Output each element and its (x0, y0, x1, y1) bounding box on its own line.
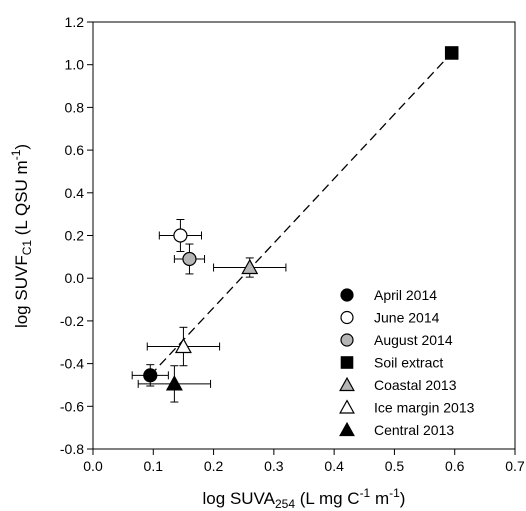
square-marker (444, 46, 459, 60)
legend-label: June 2014 (374, 310, 440, 326)
triangle-marker (339, 399, 355, 414)
legend: April 2014 June 2014 August 2014 Soil extra… (339, 287, 475, 438)
x-tick-label: 0.3 (264, 458, 284, 474)
circle-marker (340, 288, 354, 302)
legend-label: Central 2013 (374, 422, 454, 438)
y-tick-label: 0.8 (65, 99, 85, 115)
legend-item-ice-margin-2013: Ice margin 2013 (339, 399, 475, 416)
point-ice-margin-2013 (146, 326, 221, 367)
legend-item-april-2014: April 2014 (340, 287, 437, 303)
x-tick-label: 0.2 (204, 458, 224, 474)
legend-item-coastal-2013: Coastal 2013 (339, 376, 457, 393)
legend-item-central-2013: Central 2013 (339, 421, 454, 438)
point-central-2013 (137, 365, 212, 403)
y-tick-label: -0.2 (60, 313, 84, 329)
triangle-marker (174, 337, 192, 354)
y-tick-label: -0.6 (60, 398, 84, 414)
legend-label: Coastal 2013 (374, 377, 457, 393)
regression-line (149, 52, 453, 376)
x-tick-label: 0.1 (144, 458, 164, 474)
data-points (131, 46, 459, 403)
x-axis-title: log SUVA254 (L mg C-1 m-1) (203, 486, 406, 511)
point-june-2014 (158, 218, 203, 253)
legend-label: April 2014 (374, 287, 437, 303)
legend-label: Ice margin 2013 (374, 400, 475, 416)
fit-line-layer (149, 52, 453, 376)
triangle-marker (241, 258, 259, 275)
x-tick-label: 0.0 (83, 458, 103, 474)
y-tick-label: 1.0 (65, 57, 85, 73)
y-axis-ticks: -0.8 -0.6 -0.4 -0.2 0.0 0.2 0.4 0.6 0.8 1.0 1.2 (60, 14, 93, 457)
triangle-marker (165, 375, 183, 391)
y-tick-label: 0.0 (65, 270, 85, 286)
legend-item-soil-extract: Soil extract (340, 355, 443, 371)
triangle-marker (339, 376, 355, 392)
x-tick-label: 0.7 (505, 458, 525, 474)
y-tick-label: -0.8 (60, 441, 84, 457)
x-tick-label: 0.6 (445, 458, 465, 474)
x-axis-ticks: 0.0 0.1 0.2 0.3 0.4 0.5 0.6 0.7 (83, 449, 525, 474)
x-tick-label: 0.5 (385, 458, 405, 474)
point-august-2014 (173, 243, 206, 275)
y-tick-label: -0.4 (60, 356, 84, 372)
point-coastal-2013 (213, 257, 287, 278)
circle-marker (182, 251, 197, 267)
triangle-marker (339, 421, 355, 437)
point-april-2014 (131, 364, 169, 387)
y-tick-label: 0.4 (65, 185, 85, 201)
y-tick-label: 0.2 (65, 228, 85, 244)
x-tick-label: 0.4 (324, 458, 344, 474)
circle-marker (340, 333, 354, 347)
y-axis-title: log SUVFC1 (L QSU m-1) (9, 144, 34, 328)
legend-label: Soil extract (374, 355, 443, 371)
point-soil-extract (444, 46, 459, 60)
legend-label: August 2014 (374, 332, 453, 348)
circle-marker (143, 368, 158, 383)
square-marker (340, 356, 354, 369)
circle-marker (340, 310, 354, 325)
legend-item-june-2014: June 2014 (340, 310, 440, 326)
legend-item-august-2014: August 2014 (340, 332, 453, 348)
circle-marker (173, 228, 188, 243)
y-tick-label: 0.6 (65, 142, 85, 158)
y-tick-label: 1.2 (65, 14, 85, 30)
